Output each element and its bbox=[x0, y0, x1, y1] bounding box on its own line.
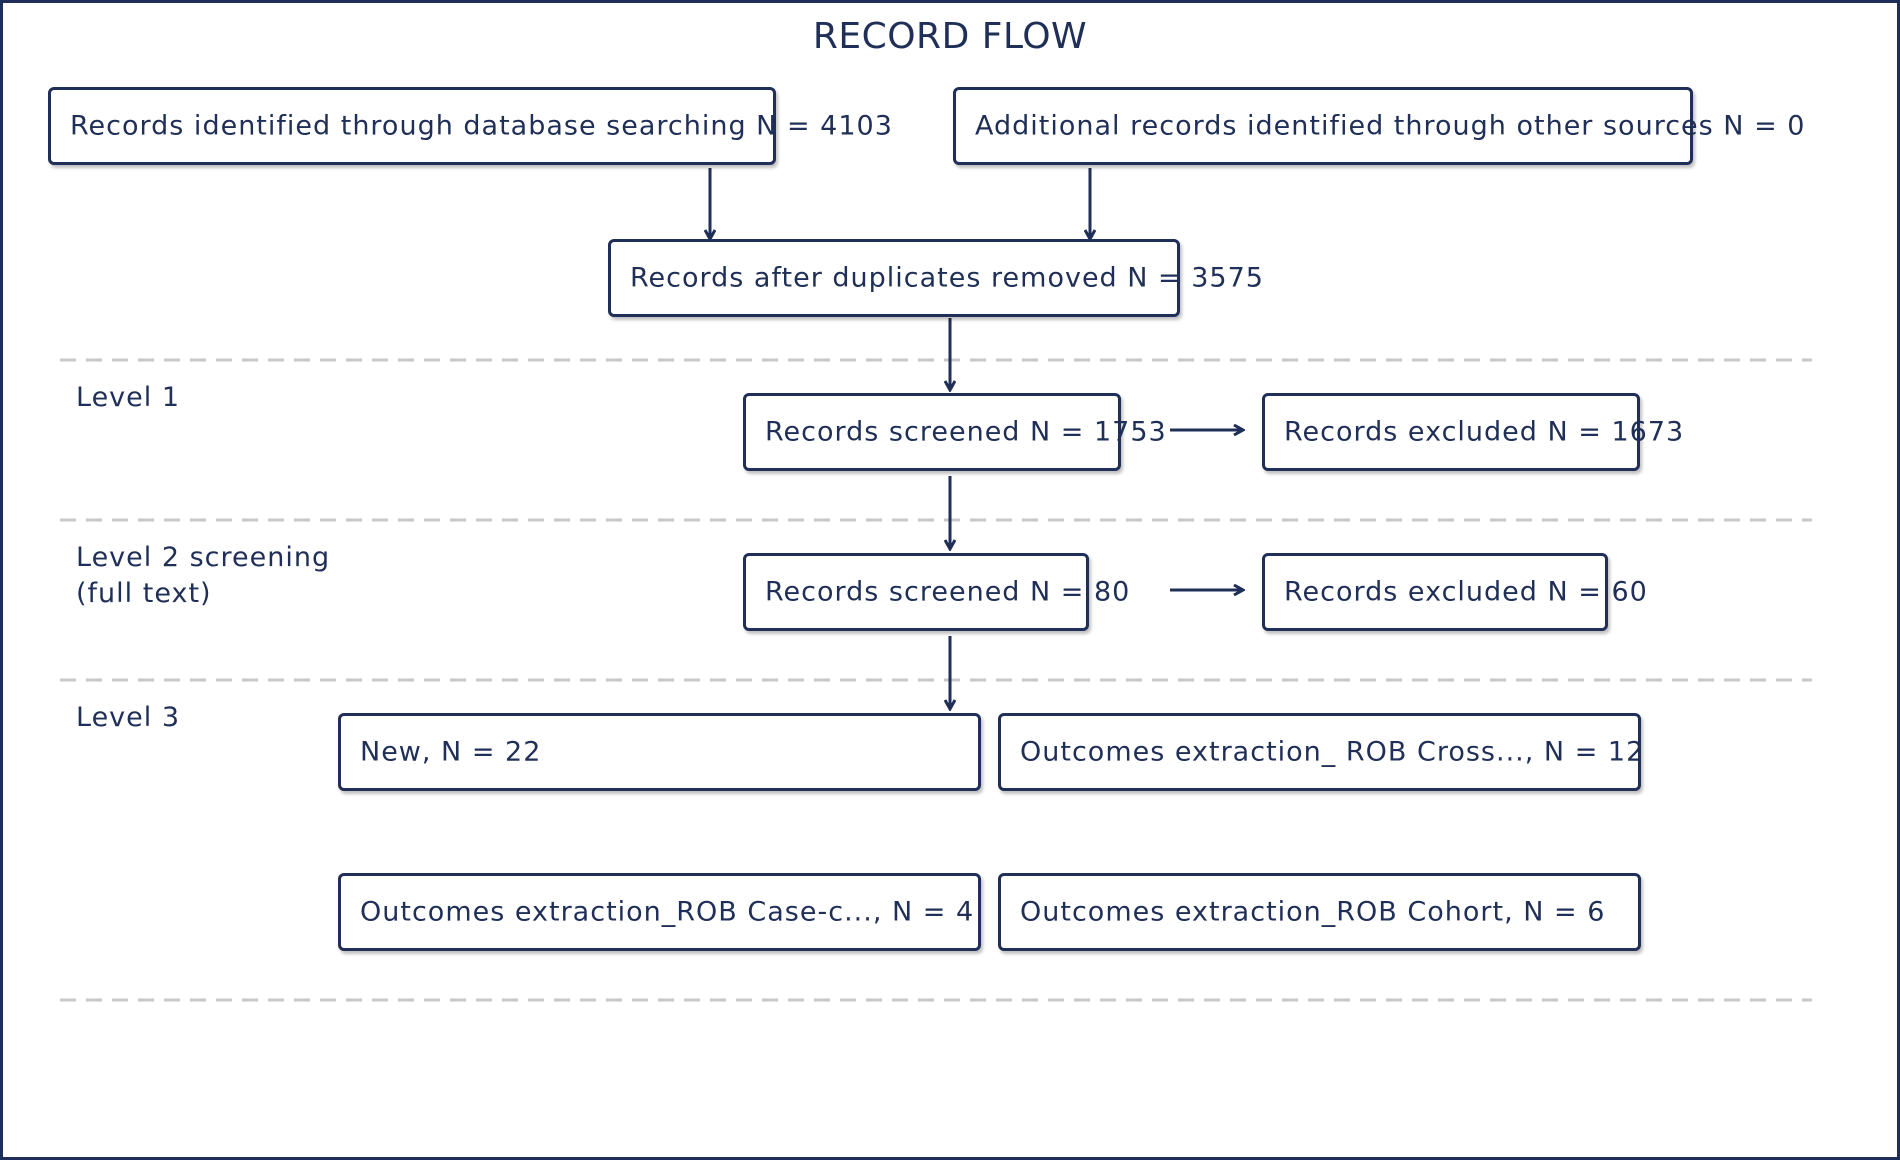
level3-rob-cohort-text: Outcomes extraction_ROB Cohort, N = 6 bbox=[1020, 896, 1606, 928]
level3-new-box: New, N = 22 bbox=[338, 713, 981, 791]
database-search-box: Records identified through database sear… bbox=[48, 87, 892, 165]
level3-rob-cross-box: Outcomes extraction_ ROB Cross..., N = 1… bbox=[998, 713, 1645, 791]
level1-screened-box: Records screened N = 1753 bbox=[743, 393, 1166, 471]
level2-excluded-text: Records excluded N = 60 bbox=[1284, 576, 1648, 608]
level3-rob-cohort-box: Outcomes extraction_ROB Cohort, N = 6 bbox=[998, 873, 1641, 951]
level1-screened-text: Records screened N = 1753 bbox=[765, 416, 1167, 448]
other-sources-box: Additional records identified through ot… bbox=[953, 87, 1804, 165]
level-2-label-line1: Level 2 screening bbox=[76, 542, 331, 573]
level3-rob-case-box: Outcomes extraction_ROB Case-c..., N = 4 bbox=[338, 873, 981, 951]
level-1-label: Level 1 bbox=[76, 382, 181, 413]
after-duplicates-text: Records after duplicates removed N = 357… bbox=[630, 262, 1264, 294]
level2-screened-box: Records screened N = 80 bbox=[743, 553, 1129, 631]
level1-excluded-box: Records excluded N = 1673 bbox=[1262, 393, 1683, 471]
diagram-title: RECORD FLOW bbox=[812, 16, 1088, 57]
level-3-label: Level 3 bbox=[76, 702, 181, 733]
other-sources-text: Additional records identified through ot… bbox=[975, 110, 1806, 142]
level1-excluded-text: Records excluded N = 1673 bbox=[1284, 416, 1685, 448]
level3-rob-cross-text: Outcomes extraction_ ROB Cross..., N = 1… bbox=[1020, 736, 1645, 768]
level2-screened-text: Records screened N = 80 bbox=[765, 576, 1131, 608]
level-2-label-line2: (full text) bbox=[76, 578, 212, 609]
after-duplicates-box: Records after duplicates removed N = 357… bbox=[608, 239, 1263, 317]
level2-excluded-box: Records excluded N = 60 bbox=[1262, 553, 1647, 631]
level3-rob-case-text: Outcomes extraction_ROB Case-c..., N = 4 bbox=[360, 896, 975, 928]
database-search-text: Records identified through database sear… bbox=[70, 110, 893, 142]
level3-new-text: New, N = 22 bbox=[360, 736, 542, 768]
